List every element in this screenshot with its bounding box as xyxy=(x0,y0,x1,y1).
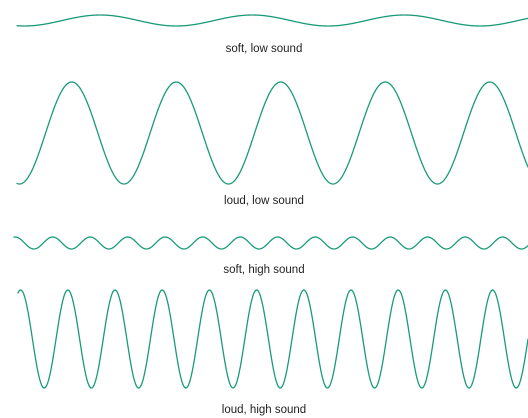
loud-high-sound-wave xyxy=(17,289,528,389)
soft-high-sound-caption: soft, high sound xyxy=(223,264,305,276)
soft-low-sound-caption: soft, low sound xyxy=(225,43,303,55)
loud-low-sound-caption: loud, low sound xyxy=(224,195,304,207)
loud-high-sound-caption: loud, high sound xyxy=(221,404,307,416)
soft-high-sound-wave xyxy=(13,236,528,250)
loud-low-sound-wave xyxy=(16,81,528,185)
soft-low-sound-wave xyxy=(16,14,528,27)
